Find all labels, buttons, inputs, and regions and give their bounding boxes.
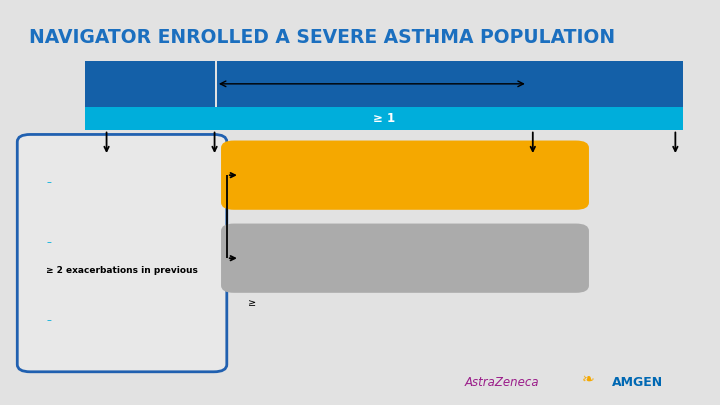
Text: NAVIGATOR ENROLLED A SEVERE ASTHMA POPULATION: NAVIGATOR ENROLLED A SEVERE ASTHMA POPUL… [29,28,615,47]
FancyBboxPatch shape [221,224,589,293]
FancyBboxPatch shape [17,134,227,372]
FancyBboxPatch shape [221,141,589,210]
Text: –: – [46,315,51,325]
Text: –: – [46,237,51,247]
Bar [217,61,529,107]
Text: ≥ 1: ≥ 1 [373,112,395,125]
Text: ≥ 2 exacerbations in previous: ≥ 2 exacerbations in previous [46,266,198,275]
Text: ❧: ❧ [582,371,595,386]
Bar [85,61,215,107]
Bar [85,107,683,130]
Text: AstraZeneca: AstraZeneca [464,376,539,389]
Text: AMGEN: AMGEN [612,376,663,389]
Text: ≥: ≥ [248,298,256,308]
Text: –: – [46,177,51,187]
Bar [529,61,683,107]
